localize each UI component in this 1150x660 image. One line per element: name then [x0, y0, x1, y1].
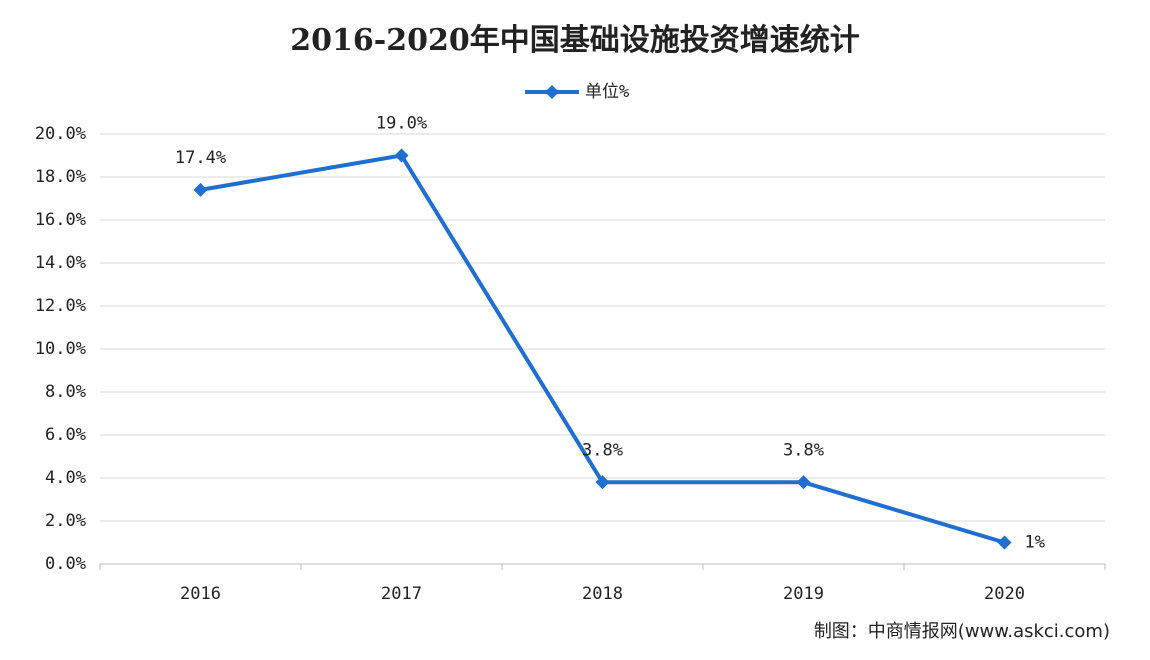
point	[595, 475, 610, 490]
point	[193, 182, 208, 197]
x-tick-label: 2018	[582, 584, 623, 604]
y-tick-label: 16.0%	[35, 210, 86, 230]
value-label: 3.8%	[582, 440, 623, 460]
y-tick-label: 20.0%	[35, 124, 86, 144]
y-tick-label: 0.0%	[45, 554, 86, 574]
y-tick-label: 4.0%	[45, 468, 86, 488]
point	[796, 475, 811, 490]
point	[394, 148, 409, 163]
y-tick-label: 6.0%	[45, 425, 86, 445]
value-label: 3.8%	[783, 440, 824, 460]
y-tick-label: 2.0%	[45, 511, 86, 531]
x-tick-label: 2019	[783, 584, 824, 604]
x-tick-label: 2016	[180, 584, 221, 604]
point	[997, 535, 1012, 550]
y-tick-label: 18.0%	[35, 167, 86, 187]
y-tick-label: 12.0%	[35, 296, 86, 316]
chart-title: 2016-2020年中国基础设施投资增速统计	[290, 23, 859, 58]
y-tick-label: 10.0%	[35, 339, 86, 359]
value-label: 17.4%	[175, 148, 226, 168]
legend-marker	[545, 85, 559, 99]
x-tick-label: 2020	[984, 584, 1025, 604]
value-label: 1%	[1025, 533, 1045, 553]
source-note: 制图：中商情报网(www.askci.com)	[814, 621, 1110, 642]
x-tick-label: 2017	[381, 584, 422, 604]
y-tick-label: 8.0%	[45, 382, 86, 402]
legend-label: 单位%	[585, 82, 629, 102]
y-tick-label: 14.0%	[35, 253, 86, 273]
value-label: 19.0%	[376, 114, 427, 134]
